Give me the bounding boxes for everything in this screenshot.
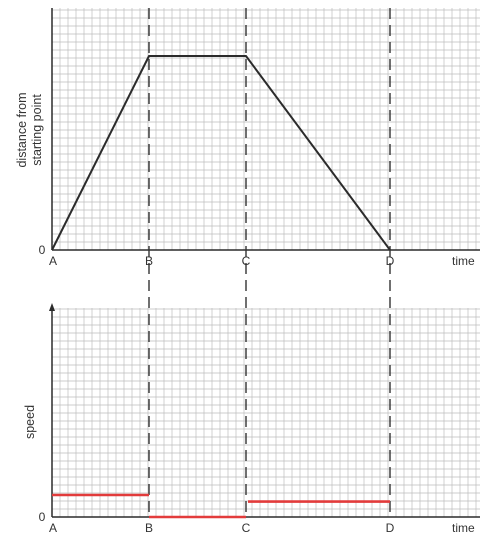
speed-y-axis-arrow [49,303,55,311]
distance-xlabel: time [452,254,475,268]
speed-segments [52,493,390,519]
speed-y-zero-label: 0 [39,510,46,524]
speed-tick-B: B [145,521,153,535]
speed-tick-A: A [49,521,57,535]
distance-y-zero-label: 0 [39,243,46,257]
distance-tick-B: B [145,254,153,268]
distance-chart-grid [52,8,480,250]
distance-tick-A: A [49,254,57,268]
speed-chart-grid [52,308,480,517]
speed-tick-D: D [386,521,395,535]
speed-xlabel: time [452,521,475,535]
speed-tick-C: C [242,521,251,535]
time-guide-lines [148,8,391,517]
distance-tick-D: D [386,254,395,268]
distance-tick-C: C [242,254,251,268]
distance-ylabel-line2: starting point [30,94,44,166]
distance-series-line [51,55,391,251]
distance-ylabel-line1: distance from [15,92,29,167]
speed-ylabel: speed [23,405,37,439]
